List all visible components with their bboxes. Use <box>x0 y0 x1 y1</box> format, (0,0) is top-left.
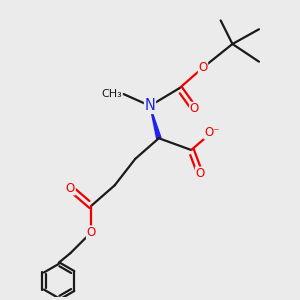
Text: O: O <box>190 102 199 115</box>
Text: O: O <box>66 182 75 195</box>
Text: N: N <box>145 98 155 113</box>
Text: CH₃: CH₃ <box>101 89 122 99</box>
Text: O: O <box>195 167 205 180</box>
Text: O: O <box>198 61 208 74</box>
Polygon shape <box>150 106 161 139</box>
Text: O: O <box>86 226 96 239</box>
Text: O⁻: O⁻ <box>204 126 220 139</box>
